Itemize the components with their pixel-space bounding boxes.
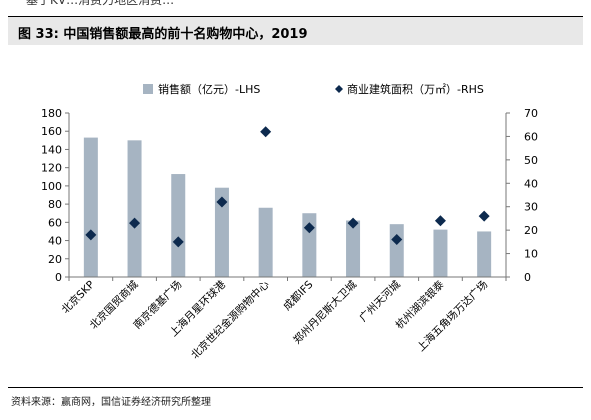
left-tick-label: 100	[41, 180, 62, 193]
right-tick-label: 20	[524, 224, 538, 237]
diamond-marker	[391, 234, 403, 246]
right-tick-label: 60	[524, 130, 538, 143]
right-tick-label: 10	[524, 248, 538, 261]
bar	[258, 207, 273, 277]
diamond-marker	[85, 229, 97, 241]
left-tick-label: 20	[48, 253, 62, 266]
bar	[214, 187, 229, 277]
bar	[389, 224, 404, 277]
bar	[83, 137, 98, 277]
diamond-marker	[303, 222, 315, 234]
right-tick-label: 50	[524, 154, 538, 167]
diamond-marker	[216, 196, 228, 208]
marker-series	[85, 126, 490, 248]
right-tick-label: 40	[524, 177, 538, 190]
figure-title: 图 33: 中国销售额最高的前十名购物中心，2019	[18, 27, 308, 42]
bar	[171, 174, 186, 277]
category-label: 成都IFS	[281, 278, 316, 313]
category-label: 上海五角场万达广场	[414, 278, 490, 354]
bar	[127, 140, 142, 277]
left-tick-label: 140	[41, 143, 62, 156]
diamond-marker	[260, 126, 272, 138]
source-divider	[8, 387, 583, 388]
left-tick-label: 40	[48, 235, 62, 248]
right-axis: 0 10 20 30 40 50 60 70	[505, 107, 538, 284]
bar-series	[83, 137, 492, 277]
category-label: 北京SKP	[59, 278, 97, 316]
legend-swatch-marker	[335, 85, 343, 93]
left-tick-label: 120	[41, 162, 62, 175]
left-tick-label: 0	[55, 271, 62, 284]
bar	[477, 231, 492, 277]
right-tick-label: 30	[524, 201, 538, 214]
source-note: 资料来源：赢商网，国信证券经济研究所整理	[11, 397, 211, 408]
legend-label-bar: 销售额（亿元）-LHS	[158, 82, 260, 96]
left-tick-label: 60	[48, 216, 62, 229]
bar	[346, 220, 361, 277]
legend-swatch-bar	[143, 84, 153, 94]
category-label: 北京世纪金源购物中心	[188, 278, 272, 362]
clipped-top-text: 基于KV…消费力地区消费…	[26, 0, 175, 7]
category-label: 广州天河城	[357, 278, 403, 324]
left-tick-label: 80	[48, 198, 62, 211]
diamond-marker	[434, 215, 446, 227]
figure-title-bar: 图 33: 中国销售额最高的前十名购物中心，2019	[8, 16, 583, 45]
diamond-marker	[172, 236, 184, 248]
diamond-marker	[129, 217, 141, 229]
legend: 销售额（亿元）-LHS 商业建筑面积（万㎡）-RHS	[143, 82, 484, 96]
diamond-marker	[347, 217, 359, 229]
right-tick-label: 0	[524, 271, 531, 284]
diamond-marker	[478, 210, 490, 222]
left-tick-label: 180	[41, 107, 62, 120]
right-tick-label: 70	[524, 107, 538, 120]
left-axis: 0 20 40 60 80 100 120 140 160 180	[41, 107, 70, 284]
bar	[433, 229, 448, 277]
legend-label-marker: 商业建筑面积（万㎡）-RHS	[347, 82, 484, 96]
left-tick-label: 160	[41, 125, 62, 138]
